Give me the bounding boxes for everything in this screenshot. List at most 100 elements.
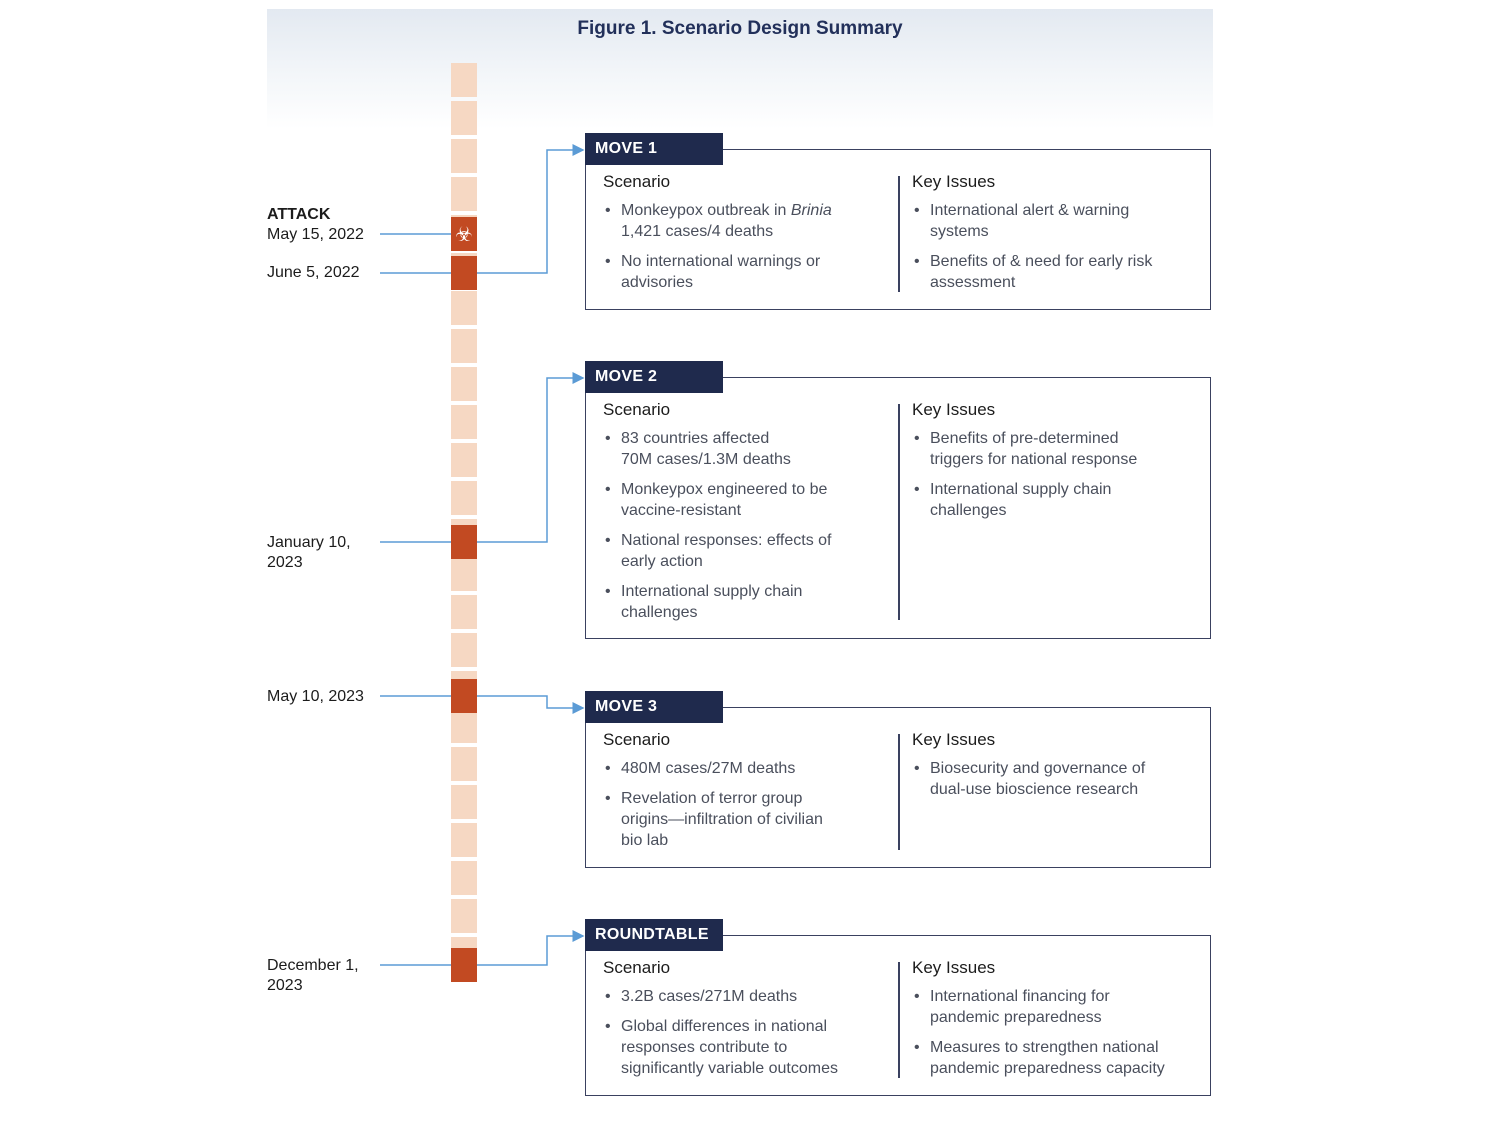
bullet-line: early action bbox=[621, 553, 703, 570]
key-issues-heading: Key Issues bbox=[912, 958, 996, 977]
bullet-line: International supply chain bbox=[930, 481, 1112, 498]
timeline-segment bbox=[451, 443, 477, 477]
date-line: January 10, bbox=[267, 534, 351, 551]
biohazard-icon: ☣ bbox=[455, 222, 473, 246]
bullet-line: triggers for national response bbox=[930, 451, 1138, 468]
timeline-segment bbox=[451, 785, 477, 819]
bullet-line: 480M cases/27M deaths bbox=[621, 760, 796, 777]
bullet-item: Benefits of & need for early risk assessm… bbox=[912, 251, 1202, 293]
timeline-segment bbox=[451, 291, 477, 325]
date-line: 2023 bbox=[267, 977, 303, 994]
bullet-line: responses contribute to bbox=[621, 1039, 788, 1056]
scenario-column: Scenario Monkeypox outbreak in Brinia 1,4… bbox=[603, 172, 873, 302]
attack-label: ATTACK bbox=[267, 206, 331, 223]
bullet-line: 1,421 cases/4 deaths bbox=[621, 223, 774, 240]
bullet-line: pandemic preparedness bbox=[930, 1009, 1102, 1026]
bullet-line: advisories bbox=[621, 274, 694, 291]
timeline-segment bbox=[451, 747, 477, 781]
move-3-box: Scenario 480M cases/27M deaths Revelation… bbox=[585, 707, 1211, 868]
connector-roundtable bbox=[477, 930, 585, 966]
bullet-line: challenges bbox=[930, 502, 1007, 519]
bullet-line: assessment bbox=[930, 274, 1016, 291]
bullet-line: National responses: effects of bbox=[621, 532, 832, 549]
bullet-line: 70M cases/1.3M deaths bbox=[621, 451, 791, 468]
bullet-line: challenges bbox=[621, 604, 698, 621]
move-2-tab: MOVE 2 bbox=[585, 361, 723, 393]
scenario-column: Scenario 480M cases/27M deaths Revelation… bbox=[603, 730, 873, 860]
roundtable-tab: ROUNDTABLE bbox=[585, 919, 723, 951]
bullet-line: Revelation of terror group bbox=[621, 790, 803, 807]
country-name: Brinia bbox=[790, 202, 832, 219]
timeline-marker-attack: ☣ bbox=[451, 217, 477, 251]
timeline-segment bbox=[451, 367, 477, 401]
bullet-line: systems bbox=[930, 223, 989, 240]
bullet-line: Monkeypox engineered to be bbox=[621, 481, 828, 498]
bullet-line: International financing for bbox=[930, 988, 1110, 1005]
move-2-box: Scenario 83 countries affected 70M cases/… bbox=[585, 377, 1211, 639]
timeline-segment bbox=[451, 899, 477, 933]
timeline-marker-roundtable bbox=[451, 948, 477, 982]
bullet-line: Global differences in national bbox=[621, 1018, 828, 1035]
figure-title: Figure 1. Scenario Design Summary bbox=[577, 18, 903, 39]
bullet-line: International alert & warning bbox=[930, 202, 1130, 219]
key-issues-column: Key Issues Benefits of pre-determined tri… bbox=[912, 400, 1202, 530]
bullet-item: Revelation of terror group origins—infilt… bbox=[603, 788, 873, 851]
date-label-roundtable: December 1, 2023 bbox=[267, 956, 359, 996]
bullet-item: No international warnings or advisories bbox=[603, 251, 873, 293]
bullet-item: International alert & warning systems bbox=[912, 200, 1202, 242]
bullet-line: International supply chain bbox=[621, 583, 803, 600]
bullet-line: No international warnings or bbox=[621, 253, 821, 270]
bullet-line: dual-use bioscience research bbox=[930, 781, 1139, 798]
key-issues-heading: Key Issues bbox=[912, 172, 996, 191]
scenario-heading: Scenario bbox=[603, 172, 671, 191]
bullet-line: Benefits of pre-determined bbox=[930, 430, 1119, 447]
timeline-segment bbox=[451, 595, 477, 629]
scenario-heading: Scenario bbox=[603, 958, 671, 977]
roundtable-box: Scenario 3.2B cases/271M deaths Global di… bbox=[585, 935, 1211, 1096]
bullet-item: International supply chain challenges bbox=[912, 479, 1202, 521]
bullet-item: International financing for pandemic prep… bbox=[912, 986, 1202, 1028]
connector-move-3 bbox=[477, 695, 585, 714]
move-3-tab: MOVE 3 bbox=[585, 691, 723, 723]
bullet-item: 480M cases/27M deaths bbox=[603, 758, 873, 779]
timeline-segment bbox=[451, 557, 477, 591]
key-issues-list: Benefits of pre-determined triggers for n… bbox=[912, 428, 1202, 521]
key-issues-column: Key Issues International alert & warning… bbox=[912, 172, 1202, 302]
date-line: December 1, bbox=[267, 957, 359, 974]
attack-date: May 15, 2022 bbox=[267, 226, 364, 243]
key-issues-list: International alert & warning systems Bene… bbox=[912, 200, 1202, 293]
date-label-move-2: January 10, 2023 bbox=[267, 533, 351, 573]
timeline-segment bbox=[451, 63, 477, 97]
figure-header-band bbox=[267, 9, 1213, 129]
bullet-item: Monkeypox engineered to be vaccine-resist… bbox=[603, 479, 873, 521]
bullet-line: pandemic preparedness capacity bbox=[930, 1060, 1165, 1077]
scenario-list: 83 countries affected 70M cases/1.3M deat… bbox=[603, 428, 873, 623]
connector-move-1 bbox=[477, 144, 585, 274]
key-issues-list: International financing for pandemic prep… bbox=[912, 986, 1202, 1079]
key-issues-heading: Key Issues bbox=[912, 730, 996, 749]
timeline-segment bbox=[451, 139, 477, 173]
date-label-move-1: June 5, 2022 bbox=[267, 264, 360, 281]
scenario-column: Scenario 3.2B cases/271M deaths Global di… bbox=[603, 958, 873, 1088]
timeline-marker-move-2 bbox=[451, 525, 477, 559]
key-issues-list: Biosecurity and governance of dual-use bi… bbox=[912, 758, 1202, 800]
date-line: 2023 bbox=[267, 554, 303, 571]
bullet-line: 3.2B cases/271M deaths bbox=[621, 988, 798, 1005]
timeline-marker-move-1 bbox=[451, 256, 477, 290]
bullet-line: significantly variable outcomes bbox=[621, 1060, 838, 1077]
scenario-heading: Scenario bbox=[603, 730, 671, 749]
bullet-item: 83 countries affected 70M cases/1.3M deat… bbox=[603, 428, 873, 470]
scenario-list: 3.2B cases/271M deaths Global differences… bbox=[603, 986, 873, 1079]
timeline-marker-move-3 bbox=[451, 679, 477, 713]
timeline-segment bbox=[451, 823, 477, 857]
column-divider bbox=[898, 404, 900, 620]
column-divider bbox=[898, 734, 900, 850]
move-1-tab: MOVE 1 bbox=[585, 133, 723, 165]
scenario-column: Scenario 83 countries affected 70M cases/… bbox=[603, 400, 873, 632]
timeline-segment bbox=[451, 329, 477, 363]
bullet-item: Biosecurity and governance of dual-use bi… bbox=[912, 758, 1202, 800]
column-divider bbox=[898, 176, 900, 292]
bullet-line: origins—infiltration of civilian bbox=[621, 811, 823, 828]
bullet-line: Measures to strengthen national bbox=[930, 1039, 1159, 1056]
timeline-segment bbox=[451, 633, 477, 667]
